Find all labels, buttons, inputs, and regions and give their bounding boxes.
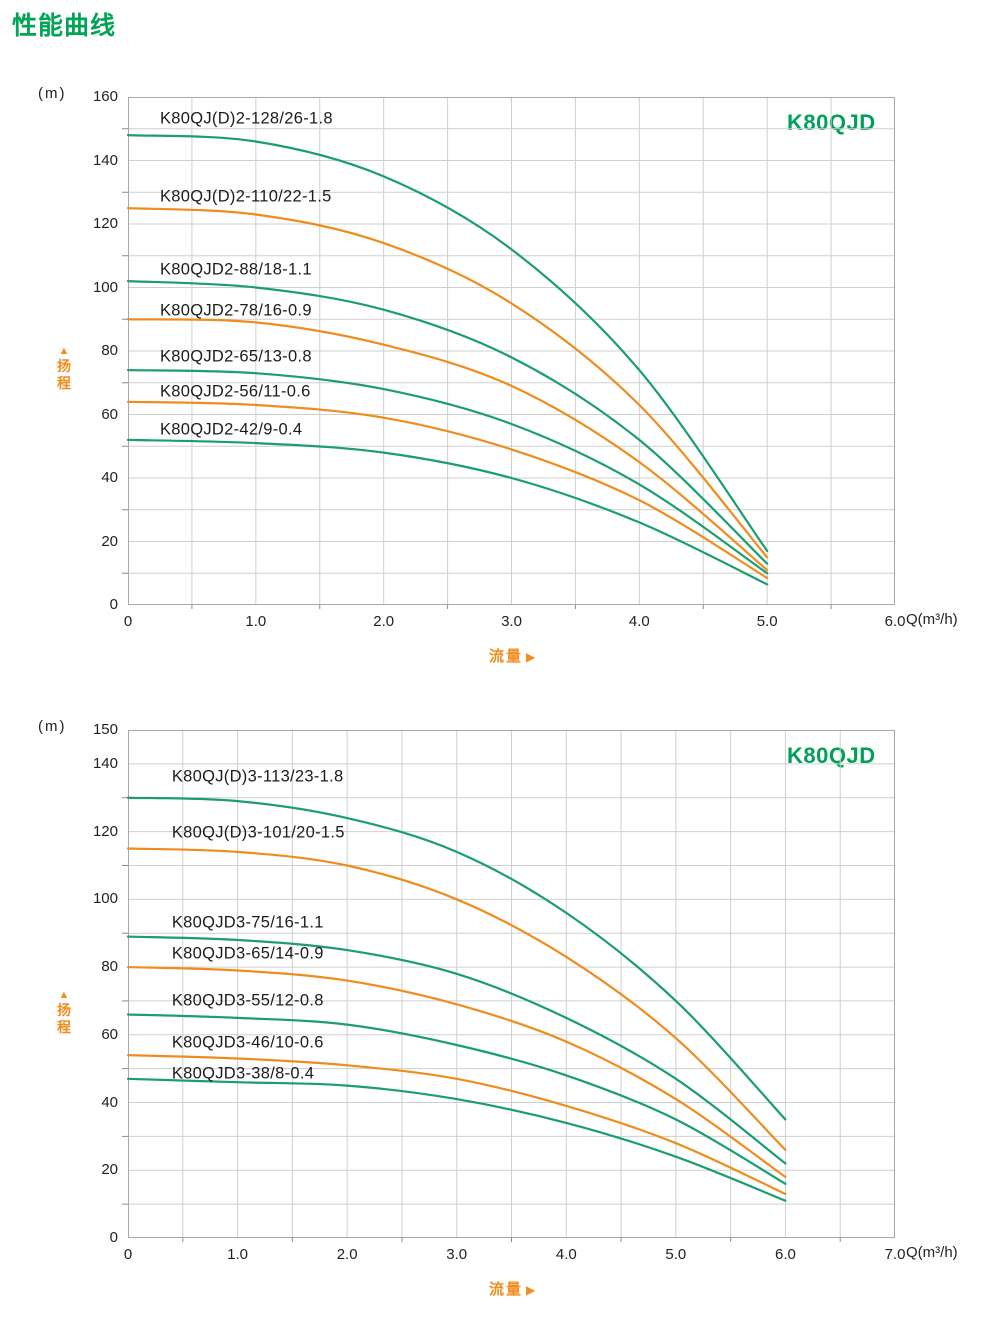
y-tick-label: 40 xyxy=(101,469,118,486)
y-axis-label: ▲ 扬程 xyxy=(55,988,73,1036)
plot-border xyxy=(128,730,895,1238)
y-tick-label: 0 xyxy=(109,596,118,613)
x-tick-label: 2.0 xyxy=(373,613,395,630)
curve-K80QJD3-38/8-0.4 xyxy=(126,1077,787,1202)
y-axis-unit-label: (m) xyxy=(38,718,67,735)
x-tick-label: 0 xyxy=(123,613,133,630)
y-tick-label: 40 xyxy=(101,1093,118,1111)
x-tick-label: 3.0 xyxy=(501,613,522,630)
up-arrow-icon: ▲ xyxy=(58,989,70,1001)
x-axis-unit-label: Q(m³/h) xyxy=(906,1244,958,1261)
curve-label: K80QJ(D)2-110/22-1.5 xyxy=(159,187,332,206)
y-tick-label: 80 xyxy=(101,958,118,976)
curve-label: K80QJD3-38/8-0.4 xyxy=(171,1064,315,1083)
curve-K80QJD3-65/14-0.9 xyxy=(126,965,787,1179)
curve-label: K80QJ(D)3-113/23-1.8 xyxy=(171,767,344,786)
curve-label: K80QJD3-65/14-0.9 xyxy=(171,944,324,963)
x-tick-label: 1.0 xyxy=(245,613,267,630)
curve-K80QJD2-65/13-0.8 xyxy=(126,368,769,575)
x-tick-label: 4.0 xyxy=(555,1246,577,1263)
y-tick-label: 150 xyxy=(92,721,118,738)
curve-label: K80QJ(D)2-128/26-1.8 xyxy=(159,109,333,128)
y-tick-label: 140 xyxy=(92,754,118,772)
y-tick-label: 140 xyxy=(92,151,118,169)
y-tick-label: 120 xyxy=(92,822,118,840)
x-axis-label: 流量 ▶ xyxy=(489,645,535,666)
y-tick-label: 80 xyxy=(101,342,118,359)
curve-K80QJ(D)2-128/26-1.8 xyxy=(126,134,769,553)
curve-label: K80QJD3-55/12-0.8 xyxy=(171,991,324,1010)
plot-area: K80QJ(D)2-128/26-1.8 K80QJ(D)2-110/22-1.5… xyxy=(122,97,895,609)
x-tick-label: 5.0 xyxy=(756,613,778,630)
curve-label: K80QJD2-88/18-1.1 xyxy=(159,260,312,279)
chart-canvas xyxy=(122,730,895,1242)
plot-area: K80QJ(D)3-113/23-1.8 K80QJ(D)3-101/20-1.5… xyxy=(122,730,895,1242)
y-tick-label: 0 xyxy=(109,1229,118,1246)
x-axis-label-text: 流量 xyxy=(489,648,524,665)
x-axis-label-text: 流量 xyxy=(489,1281,524,1298)
plot-border xyxy=(128,97,895,605)
page-title: 性能曲线 xyxy=(12,12,117,40)
curve-K80QJD2-56/11-0.6 xyxy=(126,400,769,580)
curve-K80QJ(D)3-101/20-1.5 xyxy=(126,847,787,1151)
x-tick-label: 6.0 xyxy=(884,613,906,630)
y-tick-label: 100 xyxy=(92,890,118,908)
curve-label: K80QJD2-56/11-0.6 xyxy=(159,382,311,401)
curve-K80QJD3-46/10-0.6 xyxy=(126,1054,787,1196)
y-tick-label: 60 xyxy=(101,1025,118,1043)
right-arrow-icon: ▶ xyxy=(526,1283,536,1297)
x-tick-label: 0 xyxy=(123,1246,133,1263)
curve-label: K80QJ(D)3-101/20-1.5 xyxy=(171,823,345,842)
curve-K80QJD2-78/16-0.9 xyxy=(126,318,769,572)
curve-label: K80QJD3-46/10-0.6 xyxy=(171,1033,324,1052)
x-tick-label: 1.0 xyxy=(227,1246,248,1263)
y-axis-label-text: 扬程 xyxy=(57,358,71,391)
x-tick-label: 6.0 xyxy=(774,1246,796,1263)
curve-K80QJD3-75/16-1.1 xyxy=(126,935,787,1165)
y-tick-label: 120 xyxy=(92,215,118,232)
x-axis-label: 流量 ▶ xyxy=(489,1278,535,1299)
y-tick-label: 60 xyxy=(101,405,118,423)
x-tick-label: 2.0 xyxy=(336,1246,358,1263)
x-tick-label: 7.0 xyxy=(884,1246,906,1263)
y-tick-label: 20 xyxy=(101,1161,118,1179)
y-tick-label: 160 xyxy=(92,88,118,105)
up-arrow-icon: ▲ xyxy=(58,345,70,357)
right-arrow-icon: ▶ xyxy=(526,650,536,664)
curve-K80QJD2-88/18-1.1 xyxy=(126,280,769,565)
curve-K80QJ(D)3-113/23-1.8 xyxy=(126,796,787,1121)
curve-label: K80QJD2-42/9-0.4 xyxy=(159,420,303,439)
y-axis-label-text: 扬程 xyxy=(57,1002,71,1035)
curve-K80QJ(D)2-110/22-1.5 xyxy=(126,207,769,559)
curve-label: K80QJD2-65/13-0.8 xyxy=(159,347,312,366)
x-tick-label: 3.0 xyxy=(446,1246,468,1263)
y-axis-label: ▲ 扬程 xyxy=(55,344,73,392)
chart-canvas xyxy=(122,97,895,609)
y-axis-unit-label: (m) xyxy=(38,85,67,102)
x-tick-label: 4.0 xyxy=(628,613,650,630)
curve-label: K80QJD2-78/16-0.9 xyxy=(159,301,312,320)
curve-label: K80QJD3-75/16-1.1 xyxy=(171,913,324,932)
x-axis-unit-label: Q(m³/h) xyxy=(906,611,958,628)
y-tick-label: 20 xyxy=(101,532,118,550)
x-tick-label: 5.0 xyxy=(665,1246,687,1263)
y-tick-label: 100 xyxy=(92,278,118,296)
curve-K80QJD3-55/12-0.8 xyxy=(126,1013,787,1185)
curve-K80QJD2-42/9-0.4 xyxy=(126,438,769,586)
